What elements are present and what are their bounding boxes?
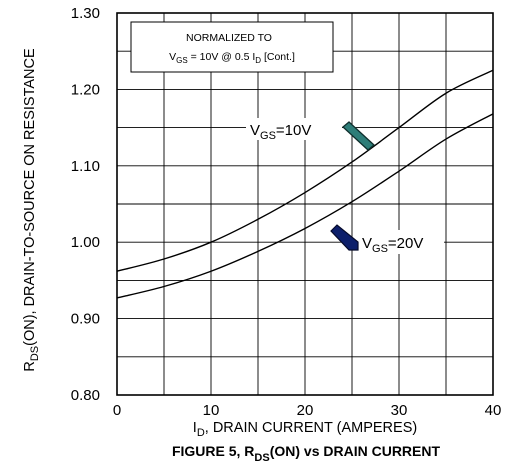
- x-tick-label: 0: [113, 402, 121, 419]
- label-vgs-20v-text: VGS=20V: [362, 235, 423, 255]
- label-bg-10v: [246, 118, 342, 140]
- arrow-10v-icon: [342, 121, 375, 151]
- y-tick-label: 0.80: [71, 387, 100, 404]
- y-tick-label: 1.20: [71, 81, 100, 98]
- y-axis-label: RDS(ON), DRAIN-TO-SOURCE ON RESISTANCE: [22, 48, 41, 372]
- normalization-note: NORMALIZED TO VGS = 10V @ 0.5 ID [Cont.]: [130, 21, 334, 73]
- y-tick-label: 1.30: [71, 5, 100, 22]
- x-tick-label: 10: [203, 402, 220, 419]
- arrow-20v-icon: [330, 224, 359, 251]
- arrow-to-vgs-20v-curve: [330, 224, 359, 251]
- x-tick-label: 20: [297, 402, 314, 419]
- label-vgs-10v-text: VGS=10V: [250, 122, 311, 142]
- x-axis-label: ID, DRAIN CURRENT (AMPERES): [193, 420, 417, 439]
- x-tick-label: 40: [485, 402, 502, 419]
- note-line-1: NORMALIZED TO: [186, 32, 272, 44]
- note-box: [130, 21, 334, 73]
- label-vgs-20v: VGS=20V: [358, 230, 444, 255]
- y-tick-label: 0.90: [71, 311, 100, 328]
- series-line-vgs-20v: [116, 113, 494, 299]
- tick-labels: 0 10 20 30 40 0.80 0.90 1.00 1.10 1.20 1.30: [71, 5, 502, 419]
- arrow-to-vgs-10v-curve: [342, 121, 375, 151]
- x-tick-label: 30: [391, 402, 408, 419]
- plot-area-frame: [116, 12, 494, 396]
- label-bg-20v: [358, 230, 444, 254]
- figure-caption: FIGURE 5, RDS(ON) vs DRAIN CURRENT: [172, 443, 441, 464]
- note-line-2: VGS = 10V @ 0.5 ID [Cont.]: [169, 51, 295, 65]
- y-tick-label: 1.10: [71, 158, 100, 175]
- label-vgs-10v: VGS=10V: [246, 118, 342, 142]
- series-layer: [116, 69, 494, 299]
- series-line-vgs-10v: [116, 69, 494, 272]
- y-tick-label: 1.00: [71, 234, 100, 251]
